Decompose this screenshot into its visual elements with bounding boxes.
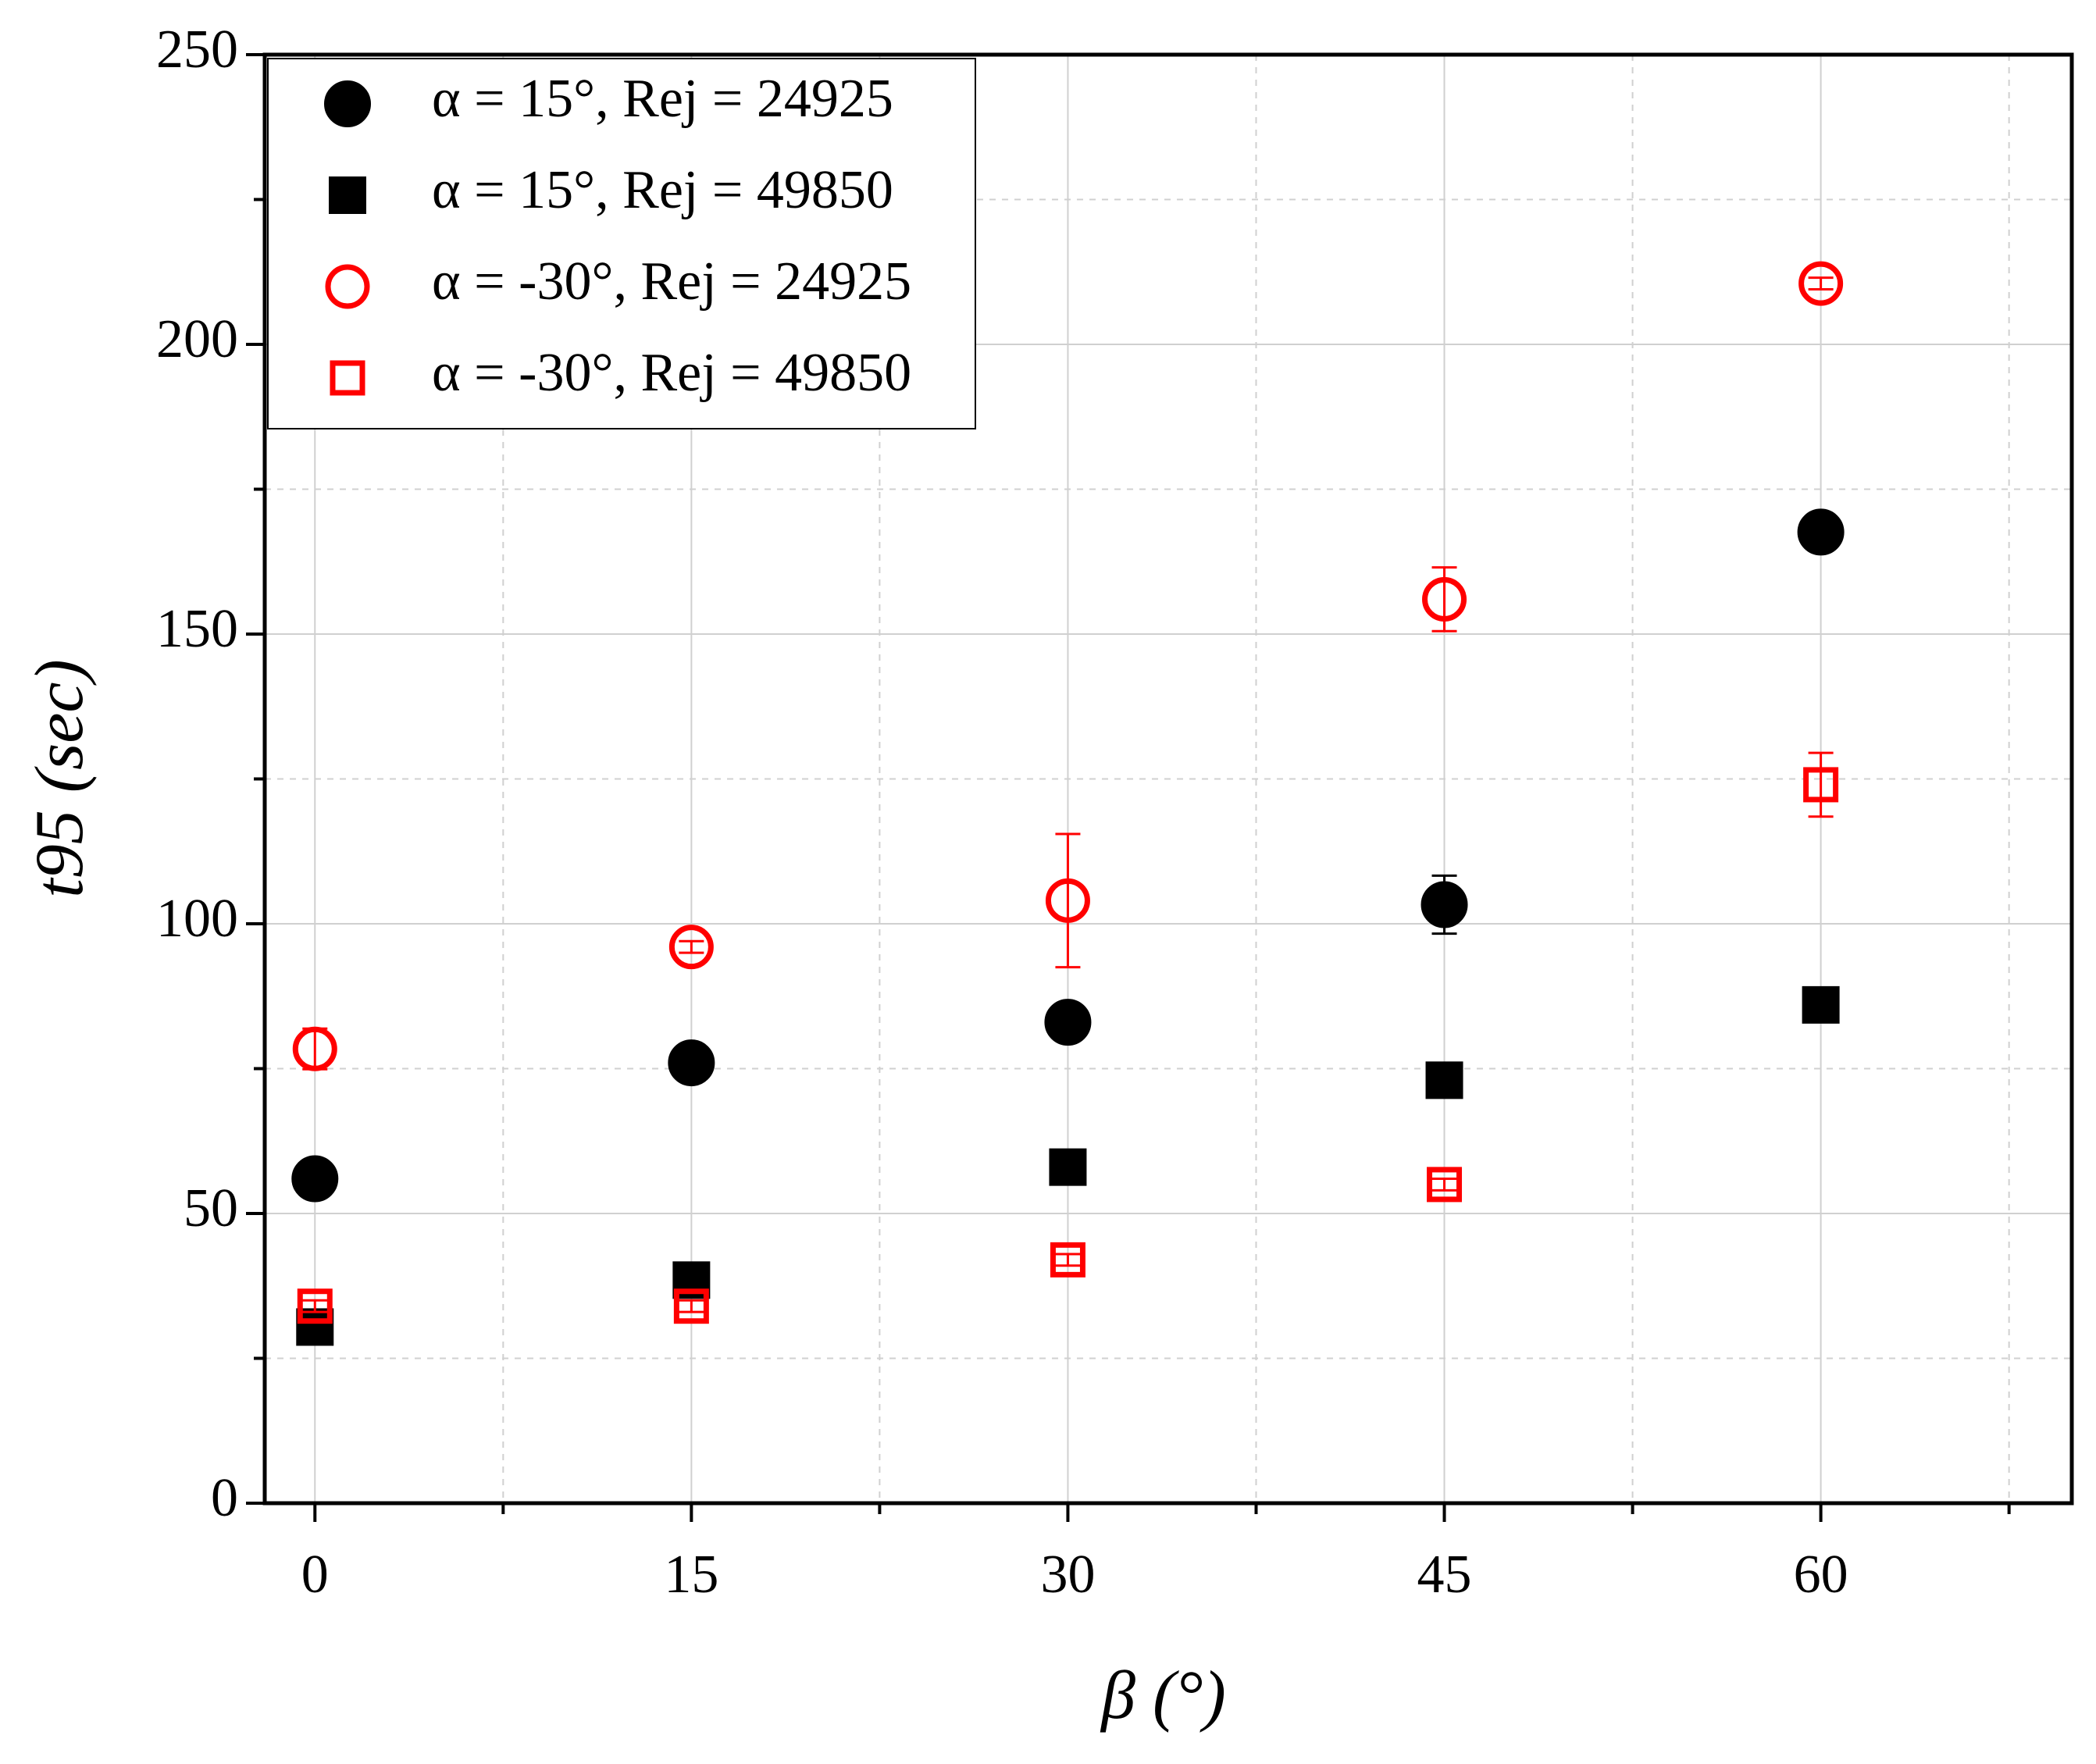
- marker: [291, 1155, 339, 1203]
- marker: [1798, 261, 1844, 306]
- x-axis-label: β (°): [1100, 1658, 1226, 1734]
- y-tick-label: 50: [184, 1178, 238, 1238]
- legend-label: α = 15°, Rej = 24925: [432, 69, 893, 129]
- marker: [1797, 508, 1845, 556]
- y-axis-label: t95 (sec): [22, 659, 98, 897]
- marker: [1050, 1242, 1085, 1278]
- error-bar: [1808, 751, 1834, 818]
- error-bar: [679, 939, 704, 954]
- y-tick-label: 250: [156, 20, 238, 80]
- marker: [297, 1288, 333, 1324]
- x-tick-label: 45: [1417, 1545, 1472, 1605]
- error-bar: [1808, 276, 1834, 291]
- error-bar: [302, 1299, 328, 1313]
- x-tick-label: 60: [1794, 1545, 1848, 1605]
- plot-frame: [262, 52, 2074, 1506]
- legend-box: [267, 58, 976, 429]
- marker: [1422, 576, 1467, 622]
- marker: [673, 1288, 709, 1324]
- legend-marker: [330, 360, 365, 396]
- marker: [1045, 878, 1090, 923]
- y-tick-label: 100: [156, 889, 238, 949]
- y-tick-label: 0: [211, 1468, 238, 1528]
- x-tick-label: 30: [1040, 1545, 1095, 1605]
- error-bar: [679, 1299, 704, 1313]
- legend-marker: [324, 80, 371, 127]
- legend-label: α = 15°, Rej = 49850: [432, 160, 893, 220]
- marker: [1803, 767, 1839, 803]
- error-bar: [1055, 832, 1081, 969]
- y-tick-label: 150: [156, 599, 238, 659]
- x-tick-label: 15: [664, 1545, 718, 1605]
- x-tick-label: 0: [301, 1545, 329, 1605]
- marker: [1421, 881, 1468, 928]
- marker: [1049, 1148, 1087, 1186]
- marker: [1802, 985, 1840, 1024]
- error-bar: [1055, 1253, 1081, 1267]
- marker: [1425, 1061, 1463, 1099]
- marker: [668, 1039, 715, 1087]
- marker: [1427, 1167, 1463, 1203]
- y-tick-label: 200: [156, 309, 238, 369]
- marker: [668, 925, 714, 970]
- error-bar: [1431, 1177, 1457, 1192]
- marker: [292, 1026, 337, 1071]
- legend-marker: [329, 176, 366, 214]
- legend-label: α = -30°, Rej = 24925: [432, 251, 911, 312]
- legend-marker: [325, 264, 370, 309]
- marker: [1044, 999, 1092, 1046]
- legend-label: α = -30°, Rej = 49850: [432, 343, 911, 403]
